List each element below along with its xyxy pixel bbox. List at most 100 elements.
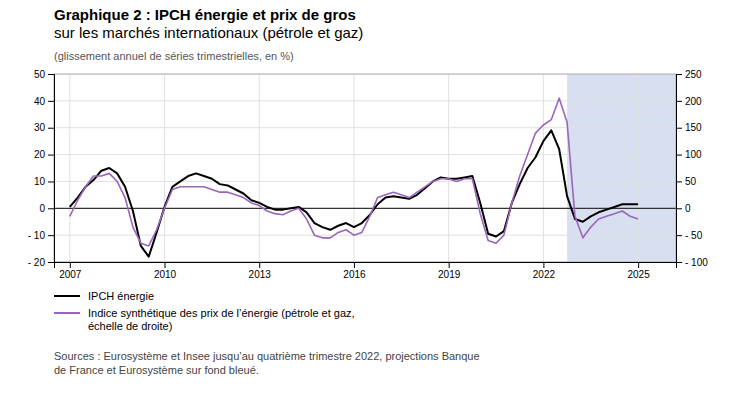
tick-mark [676,155,682,156]
tick-label: 2016 [343,269,366,280]
tick-mark [676,262,682,263]
grid-line-x [353,74,354,262]
tick-label: 2013 [249,269,272,280]
tick-label: 200 [685,96,702,107]
tick-label: 40 [34,96,46,107]
tick: 40 [34,96,54,107]
tick-label: 2025 [627,269,650,280]
axis-line [677,75,683,263]
grid-line-x [543,74,544,262]
tick: - 100 [676,257,708,268]
tick-label: - 100 [685,257,708,268]
tick: 2019 [438,262,461,280]
tick: - 20 [28,257,54,268]
tick-label: 0 [685,203,691,214]
grid-line-x [448,74,449,262]
tick-label: 150 [685,122,702,133]
tick-mark [165,262,166,268]
tick: 150 [676,122,702,133]
title: Graphique 2 : IPCH énergie et prix de gr… [54,6,363,41]
tick-label: 50 [685,176,697,187]
grid-line-x [638,74,639,262]
tick-label: 2022 [533,269,556,280]
tick-mark [48,208,54,209]
tick-label: - 10 [28,230,46,241]
tick-label: 0 [39,203,45,214]
legend-label: IPCH énergie [88,290,154,302]
projection-shading [567,74,676,262]
grid-line-x [259,74,260,262]
axis-line [55,263,677,269]
tick-mark [638,262,639,268]
tick: 2016 [343,262,366,280]
zero-line [54,208,676,209]
tick-mark [676,235,682,236]
tick-mark [48,262,54,263]
tick-label: 20 [34,149,46,160]
grid-line-x [164,74,165,262]
tick: 50 [676,176,697,187]
series-line [70,98,638,246]
axis-line [48,75,55,263]
tick-label: 250 [685,69,702,80]
tick-mark [48,155,54,156]
tick-label: 10 [34,176,46,187]
tick-label: 50 [34,69,46,80]
plot-frame [54,74,676,262]
tick-mark [676,181,682,182]
tick: 0 [676,203,691,214]
tick-label: 30 [34,122,46,133]
tick: 20 [34,149,54,160]
tick: 2010 [154,262,177,280]
tick: 50 [34,69,54,80]
y2-axis: - 100 - 50 0 50 100 150 200 250 [676,69,708,268]
tick: 200 [676,96,702,107]
legend-item: Indice synthétique des prix de l’énergie… [54,307,355,332]
tick-mark [676,74,682,75]
tick-mark [676,101,682,102]
tick-label: 2010 [154,269,177,280]
grid-line-y [54,154,676,155]
grid [54,74,676,262]
chart: Graphique 2 : IPCH énergie et prix de gr… [0,0,730,409]
tick: 250 [676,69,702,80]
grid-line-x [69,74,70,262]
tick-mark [48,128,54,129]
tick-mark [354,262,355,268]
legend-swatch [54,312,80,314]
y-axis: - 20 - 10 0 10 20 30 40 50 [28,69,55,268]
plot-area [54,74,676,262]
series-line [70,130,638,256]
tick-mark [48,181,54,182]
tick: 2013 [249,262,272,280]
legend-swatch [54,295,80,297]
tick-label: 100 [685,149,702,160]
grid-line-y [54,100,676,101]
tick-mark [70,262,71,268]
grid-line-y [54,181,676,182]
tick-label: 2007 [59,269,82,280]
tick-mark [449,262,450,268]
tick: 2025 [627,262,650,280]
legend: IPCH énergie Indice synthétique des prix … [54,290,355,332]
tick: 2007 [59,262,82,280]
tick: 0 [39,203,54,214]
tick-mark [48,101,54,102]
tick: 30 [34,122,54,133]
legend-item: IPCH énergie [54,290,154,302]
tick-mark [676,208,682,209]
legend-label: Indice synthétique des prix de l’énergie… [88,307,355,332]
tick: - 50 [676,230,703,241]
tick-mark [48,74,54,75]
tick-mark [48,235,54,236]
tick: 100 [676,149,702,160]
grid-line-y [54,127,676,128]
tick-mark [676,128,682,129]
tick-label: - 20 [28,257,46,268]
x-axis: 2007 2010 2013 2016 2019 2022 2025 [55,262,677,280]
tick: - 10 [28,230,54,241]
tick: 10 [34,176,54,187]
tick-mark [543,262,544,268]
tick-label: 2019 [438,269,461,280]
tick: 2022 [533,262,556,280]
